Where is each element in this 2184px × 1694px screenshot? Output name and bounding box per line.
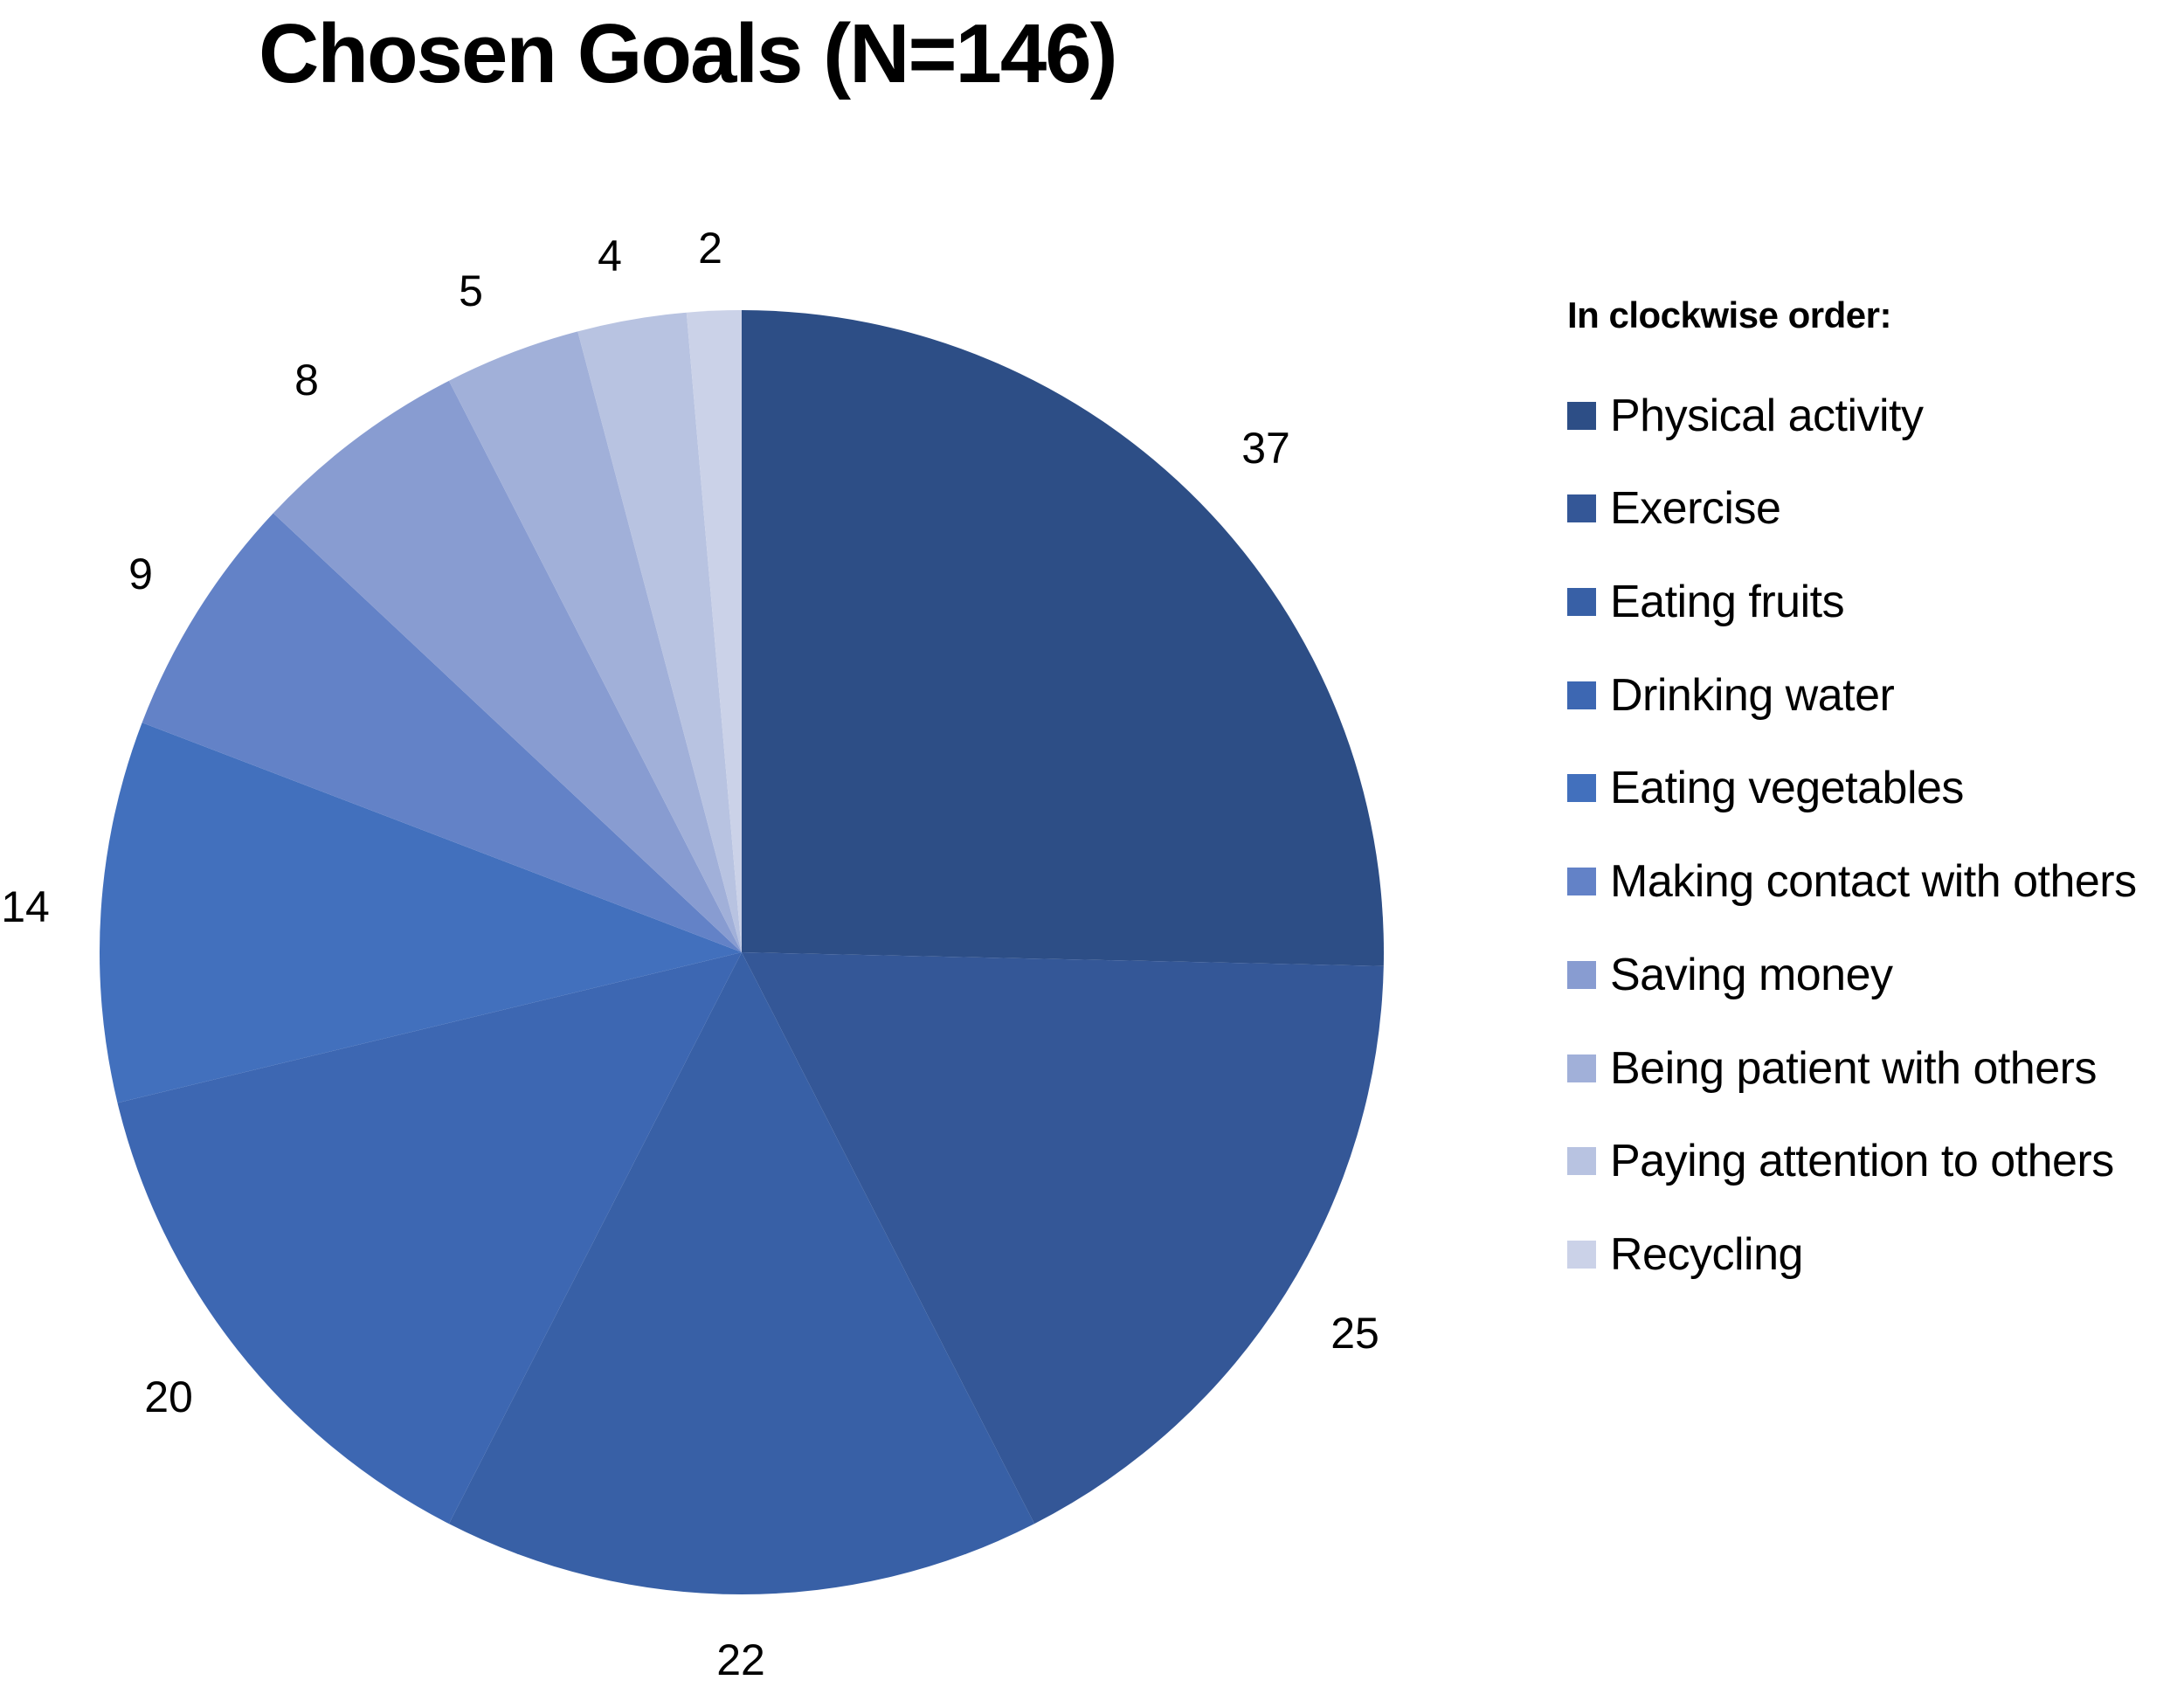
- legend-swatch-icon: [1567, 868, 1596, 896]
- legend-swatch-icon: [1567, 774, 1596, 803]
- pie-slice-recycling: [686, 310, 742, 952]
- data-label-saving-money: 8: [294, 356, 319, 404]
- legend-swatch-icon: [1567, 401, 1596, 430]
- pie-slice-eating-vegetables: [99, 723, 743, 1103]
- legend-item-eating-vegetables: Eating vegetables: [1567, 742, 2137, 835]
- pie-slices: [99, 310, 1384, 1594]
- legend-label: Physical activity: [1610, 390, 1924, 441]
- data-label-drinking-water: 20: [144, 1372, 193, 1421]
- pie-slice-saving-money: [273, 380, 742, 953]
- legend-item-paying-attention: Paying attention to others: [1567, 1115, 2137, 1208]
- pie-slice-paying-attention-to-others: [577, 312, 742, 953]
- legend-label: Being patient with others: [1610, 1042, 2097, 1094]
- legend-title: In clockwise order:: [1567, 294, 1891, 335]
- pie-slice-exercise: [742, 952, 1384, 1525]
- data-label-making-contact: 9: [128, 550, 153, 598]
- data-label-being-patient: 5: [459, 266, 483, 315]
- legend-label: Drinking water: [1610, 669, 1895, 721]
- legend-item-eating-fruits: Eating fruits: [1567, 556, 2137, 649]
- legend-label: Making contact with others: [1610, 856, 2137, 908]
- data-label-eating-fruits: 22: [716, 1635, 765, 1684]
- legend-swatch-icon: [1567, 494, 1596, 523]
- legend-label: Exercise: [1610, 483, 1781, 535]
- legend-label: Eating vegetables: [1610, 763, 1964, 814]
- data-label-physical-activity: 37: [1241, 424, 1290, 473]
- legend-item-being-patient: Being patient with others: [1567, 1021, 2137, 1115]
- legend-item-recycling: Recycling: [1567, 1208, 2137, 1302]
- legend-item-saving-money: Saving money: [1567, 929, 2137, 1022]
- legend-item-physical-activity: Physical activity: [1567, 369, 2137, 462]
- pie-slice-physical-activity: [742, 310, 1384, 966]
- data-label-paying-attention: 4: [598, 232, 622, 280]
- data-label-eating-vegetables: 14: [1, 882, 50, 931]
- legend-swatch-icon: [1567, 960, 1596, 989]
- legend-swatch-icon: [1567, 681, 1596, 709]
- legend-swatch-icon: [1567, 1240, 1596, 1269]
- data-label-recycling: 2: [698, 224, 722, 273]
- legend-swatch-icon: [1567, 1054, 1596, 1082]
- legend-swatch-icon: [1567, 588, 1596, 617]
- legend-item-making-contact: Making contact with others: [1567, 835, 2137, 929]
- legend-label: Saving money: [1610, 949, 1893, 1000]
- legend-label: Eating fruits: [1610, 577, 1845, 628]
- legend: In clockwise order: Physical activity Ex…: [1567, 294, 2137, 1327]
- pie-slice-drinking-water: [117, 952, 743, 1525]
- pie-slice-being-patient-with-others: [448, 331, 742, 952]
- chart-title: Chosen Goals (N=146): [259, 7, 1118, 100]
- legend-label: Recycling: [1610, 1228, 1803, 1280]
- pie-slice-making-contact-with-others: [142, 513, 742, 952]
- data-label-exercise: 25: [1330, 1309, 1379, 1358]
- legend-item-drinking-water: Drinking water: [1567, 648, 2137, 742]
- legend-label: Paying attention to others: [1610, 1136, 2114, 1187]
- legend-item-exercise: Exercise: [1567, 462, 2137, 556]
- legend-swatch-icon: [1567, 1147, 1596, 1176]
- pie-slice-eating-fruits: [448, 952, 1035, 1594]
